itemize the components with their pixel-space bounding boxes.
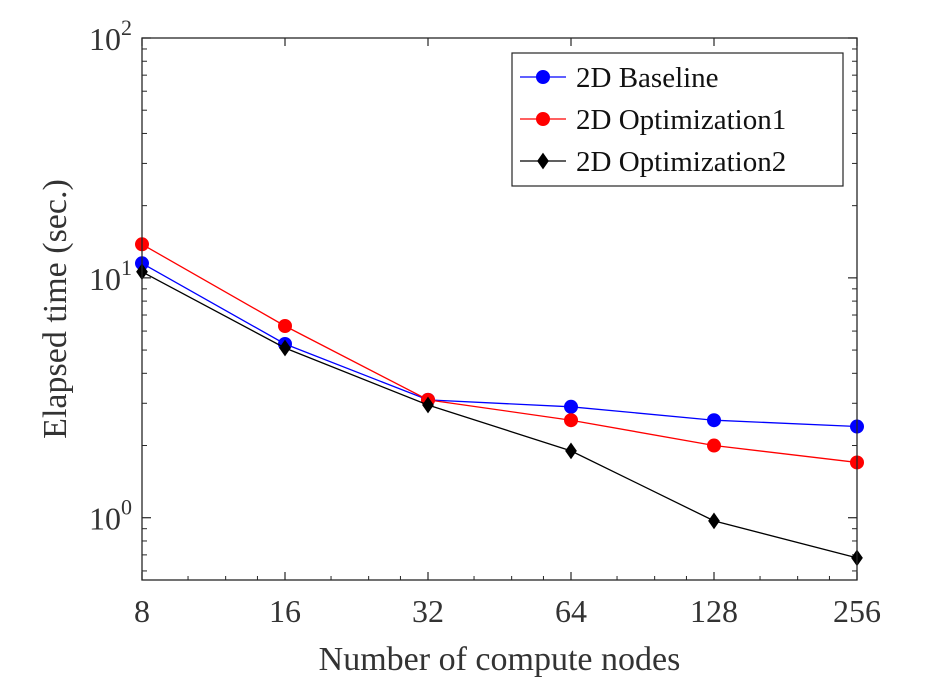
legend-label: 2D Optimization2 bbox=[576, 146, 786, 178]
x-tick-label: 8 bbox=[134, 593, 150, 629]
x-axis-label: Number of compute nodes bbox=[319, 641, 681, 678]
series-layer bbox=[135, 237, 864, 567]
legend-box bbox=[511, 52, 844, 187]
legend-marker bbox=[536, 70, 550, 84]
y-axis-label: Elapsed time (sec.) bbox=[37, 179, 74, 439]
legend-marker bbox=[536, 112, 550, 126]
data-point bbox=[564, 399, 578, 414]
series-line bbox=[141, 271, 858, 559]
x-tick-label: 16 bbox=[269, 593, 301, 629]
y-tick-label: 101 bbox=[89, 255, 132, 297]
legend-marker bbox=[537, 152, 549, 170]
x-tick-label: 128 bbox=[690, 593, 738, 629]
legend-label: 2D Optimization1 bbox=[576, 104, 786, 136]
data-point bbox=[708, 512, 720, 530]
y-minor-ticks bbox=[142, 48, 857, 572]
y-tick-label: 100 bbox=[89, 495, 132, 537]
legend-item: 2D Baseline bbox=[520, 62, 719, 94]
series-2 bbox=[135, 237, 864, 470]
data-point bbox=[278, 318, 292, 333]
data-point bbox=[565, 442, 577, 460]
y-axis: 100 101 102 bbox=[89, 15, 857, 537]
data-point bbox=[279, 339, 291, 357]
x-tick-label: 64 bbox=[555, 593, 587, 629]
legend-item: 2D Optimization2 bbox=[520, 146, 786, 178]
legend: 2D Baseline 2D Optimization1 2D Optimizati… bbox=[511, 52, 844, 187]
data-point bbox=[707, 438, 721, 453]
legend-label: 2D Baseline bbox=[576, 62, 719, 94]
series-1 bbox=[135, 256, 864, 434]
series-line bbox=[141, 262, 858, 428]
data-point bbox=[564, 413, 578, 428]
data-point bbox=[707, 413, 721, 428]
x-tick-label: 256 bbox=[833, 593, 881, 629]
legend-item: 2D Optimization1 bbox=[520, 104, 786, 136]
x-tick-label: 32 bbox=[412, 593, 444, 629]
series-3 bbox=[136, 263, 863, 567]
series-line bbox=[141, 243, 858, 464]
plot-frame bbox=[141, 37, 858, 581]
data-point bbox=[422, 396, 434, 414]
y-tick-label: 102 bbox=[89, 15, 132, 57]
x-axis: 8 16 32 64 128 256 bbox=[134, 38, 881, 629]
